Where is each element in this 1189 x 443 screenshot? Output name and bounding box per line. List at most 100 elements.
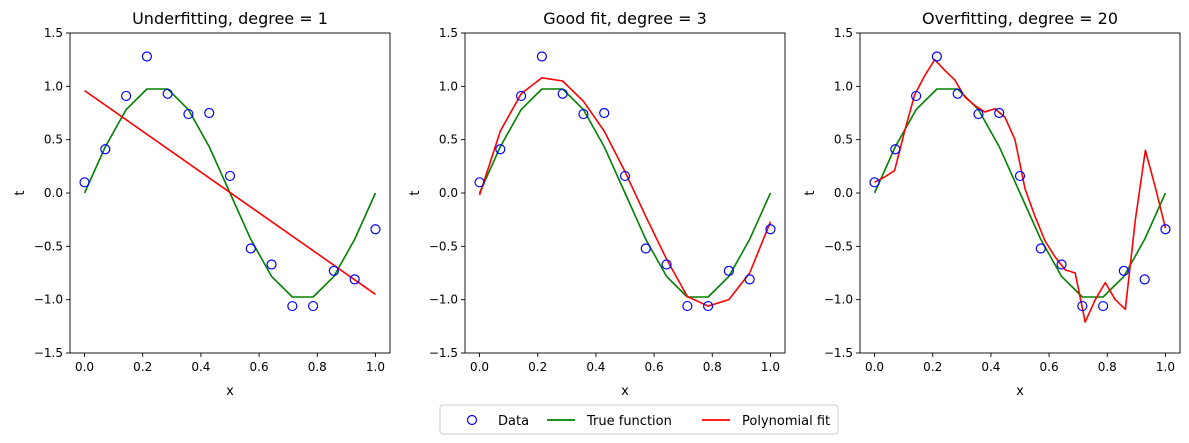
y-tick-label: 1.5 [439,26,458,40]
x-tick-label: 0.4 [191,360,210,374]
y-tick-label: 1.5 [44,26,63,40]
data-point [287,300,298,312]
data-point [723,265,734,276]
x-tick-label: 1.0 [366,360,385,374]
y-tick-label: 0.5 [44,133,63,147]
y-tick-label: 0.0 [44,186,63,200]
data-point [1056,259,1067,270]
x-axis-label: x [1016,384,1024,399]
y-axis-label: t [13,190,28,195]
y-tick-label: −0.5 [429,239,458,253]
y-tick-label: −1.5 [824,346,853,360]
x-tick-label: 0.2 [923,360,942,374]
y-tick-label: 1.0 [834,79,853,93]
y-tick-label: 0.5 [834,133,853,147]
y-tick-label: −1.5 [34,346,63,360]
data-point [682,300,693,312]
data-point [640,243,651,254]
chart-title: Overfitting, degree = 20 [922,9,1118,28]
data-point [1014,170,1026,182]
x-tick-label: 0.0 [865,360,884,374]
legend-label: True function [586,414,672,429]
x-tick-label: 0.6 [250,360,269,374]
data-point [869,177,880,188]
x-tick-label: 0.6 [1040,360,1059,374]
data-point [349,274,360,285]
data-point [619,170,631,182]
x-tick-label: 0.0 [75,360,94,374]
data-point [1139,274,1150,285]
data-point [79,177,90,188]
subplot-3: 0.0 0.2 0.4 0.6 0.8 1.0 −1.5 −1.0 −0.5 0.0 0.5 1.0 1… [803,9,1181,399]
data-point [266,259,277,270]
x-tick-label: 0.0 [470,360,489,374]
x-tick-label: 1.0 [761,360,780,374]
x-tick-label: 0.4 [981,360,1000,374]
data-point [121,90,132,102]
data-point [328,265,339,276]
x-axis-label: x [621,384,629,399]
polynomial-fit-line [84,89,376,295]
subplot-1: 0.0 0.2 0.4 0.6 0.8 1.0 −1.5 −1.0 −0.5 0.0 0.5 1.0 1… [13,9,391,399]
x-axis-label: x [226,384,234,399]
chart-title: Good fit, degree = 3 [543,9,707,28]
x-tick-label: 0.2 [133,360,152,374]
y-tick-label: 1.0 [44,79,63,93]
y-tick-label: 0.0 [834,186,853,200]
data-point [931,51,942,62]
legend-item: Polynomial fit [702,414,830,429]
legend-label: Polynomial fit [742,414,830,429]
data-point [536,51,547,62]
chart-title: Underfitting, degree = 1 [132,9,328,28]
y-tick-label: −1.0 [34,293,63,307]
x-tick-label: 0.8 [703,360,722,374]
data-point [744,274,755,285]
data-point [183,108,194,120]
data-point [578,108,589,120]
y-tick-label: −0.5 [824,239,853,253]
data-point [141,51,152,62]
data-point [204,107,215,119]
legend-marker [466,414,478,426]
data-point [911,90,922,102]
legend-box [439,404,839,435]
x-tick-label: 1.0 [1156,360,1175,374]
data-point [952,88,963,99]
data-point [973,108,984,120]
data-point [516,90,527,102]
y-tick-label: −1.0 [429,293,458,307]
data-point [1118,265,1129,276]
data-point [1160,224,1171,235]
data-point [1077,300,1088,312]
data-point [245,243,256,254]
data-point [661,259,672,270]
legend-item: Data [466,414,529,429]
data-point [224,170,236,182]
y-axis-label: t [803,190,818,195]
x-tick-label: 0.6 [645,360,664,374]
data-point [100,144,111,155]
true-function-line [478,88,772,298]
data-point [599,107,610,119]
y-tick-label: 1.5 [834,26,853,40]
data-point [474,177,485,188]
data-point [495,144,506,155]
data-point [308,300,319,312]
data-point [1035,243,1046,254]
y-tick-label: 1.0 [439,79,458,93]
data-point [1098,300,1109,312]
legend-label: Data [498,414,529,429]
x-tick-label: 0.8 [1098,360,1117,374]
data-point [557,88,568,99]
y-axis-label: t [408,190,423,195]
subplot-2: 0.0 0.2 0.4 0.6 0.8 1.0 −1.5 −1.0 −0.5 0.0 0.5 1.0 1… [408,9,786,399]
data-point [890,144,901,155]
x-tick-label: 0.2 [528,360,547,374]
y-tick-label: 0.5 [439,133,458,147]
x-tick-label: 0.4 [586,360,605,374]
data-point [994,107,1005,119]
y-tick-label: −0.5 [34,239,63,253]
y-tick-label: −1.0 [824,293,853,307]
x-tick-label: 0.8 [308,360,327,374]
